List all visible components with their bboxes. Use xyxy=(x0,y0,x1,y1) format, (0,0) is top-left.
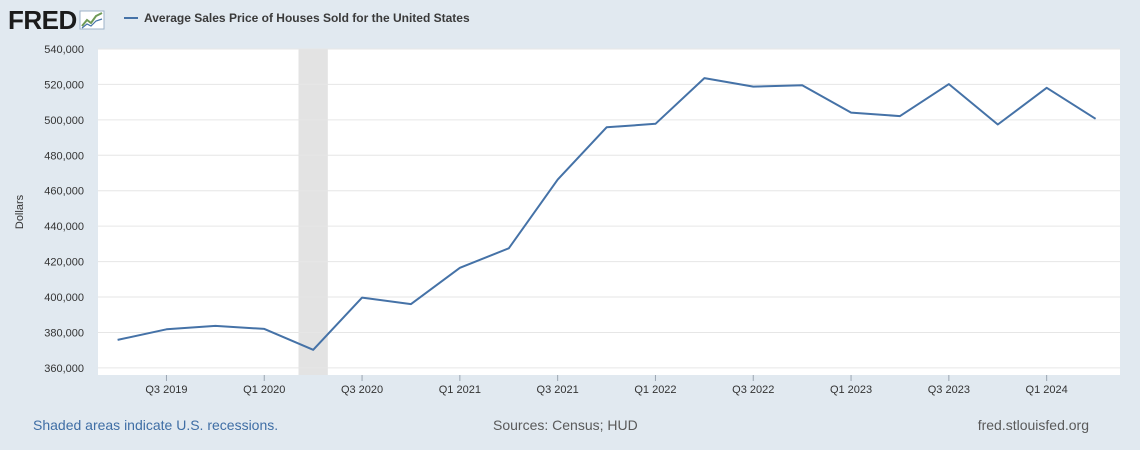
y-axis-label: Dollars xyxy=(14,194,26,229)
y-tick-label: 480,000 xyxy=(44,150,84,162)
data-point[interactable] xyxy=(1092,115,1100,123)
x-tick-label: Q1 2024 xyxy=(1026,384,1068,396)
data-point[interactable] xyxy=(358,294,366,302)
y-tick-label: 360,000 xyxy=(44,363,84,375)
fred-logo[interactable]: FRED xyxy=(8,6,105,34)
data-point[interactable] xyxy=(505,244,513,252)
y-tick-label: 500,000 xyxy=(44,115,84,127)
x-tick-label: Q3 2021 xyxy=(537,384,579,396)
x-tick-label: Q1 2023 xyxy=(830,384,872,396)
site-link[interactable]: fred.stlouisfed.org xyxy=(977,417,1089,433)
data-point[interactable] xyxy=(162,325,170,333)
x-tick-label: Q1 2020 xyxy=(243,384,285,396)
x-tick-label: Q3 2019 xyxy=(145,384,187,396)
legend-label: Average Sales Price of Houses Sold for t… xyxy=(144,11,470,25)
series-layer xyxy=(114,74,1100,354)
chart-canvas: 360,000 380,000 400,000 420,000 440,000 460,0… xyxy=(14,44,1120,396)
legend-swatch xyxy=(124,17,138,19)
y-tick-label: 540,000 xyxy=(44,44,84,56)
data-point[interactable] xyxy=(847,109,855,117)
data-point[interactable] xyxy=(994,120,1002,128)
data-point[interactable] xyxy=(945,80,953,88)
data-point[interactable] xyxy=(554,176,562,184)
data-point[interactable] xyxy=(1043,84,1051,92)
fred-logo-text: FRED xyxy=(8,5,77,35)
y-tick-label: 440,000 xyxy=(44,221,84,233)
y-tick-label: 460,000 xyxy=(44,186,84,198)
recession-band xyxy=(298,49,328,375)
y-tick-label: 420,000 xyxy=(44,257,84,269)
fred-chart-icon xyxy=(79,10,105,30)
data-point[interactable] xyxy=(651,120,659,128)
data-point[interactable] xyxy=(407,300,415,308)
data-point[interactable] xyxy=(211,322,219,330)
sources-text: Sources: Census; HUD xyxy=(493,417,638,433)
x-tick-label: Q3 2023 xyxy=(928,384,970,396)
recession-layer xyxy=(298,49,328,375)
recession-note-link[interactable]: Shaded areas indicate U.S. recessions. xyxy=(33,417,279,433)
data-point[interactable] xyxy=(114,336,122,344)
data-point[interactable] xyxy=(260,325,268,333)
y-tick-label: 520,000 xyxy=(44,79,84,91)
data-point[interactable] xyxy=(896,112,904,120)
y-tick-label: 400,000 xyxy=(44,292,84,304)
data-point[interactable] xyxy=(700,74,708,82)
chart-legend: Average Sales Price of Houses Sold for t… xyxy=(124,11,470,25)
y-axis: 360,000 380,000 400,000 420,000 440,000 460,0… xyxy=(44,44,84,375)
series-line[interactable] xyxy=(117,77,1097,351)
x-tick-label: Q3 2022 xyxy=(732,384,774,396)
data-point[interactable] xyxy=(798,81,806,89)
data-point[interactable] xyxy=(749,83,757,91)
x-tick-label: Q1 2021 xyxy=(439,384,481,396)
x-tick-label: Q1 2022 xyxy=(634,384,676,396)
data-point[interactable] xyxy=(603,123,611,131)
data-point[interactable] xyxy=(456,264,464,272)
x-axis: Q3 2019 Q1 2020 Q3 2020 Q1 2021 Q3 2021 Q1 20… xyxy=(145,375,1068,396)
y-tick-label: 380,000 xyxy=(44,327,84,339)
x-tick-label: Q3 2020 xyxy=(341,384,383,396)
data-point[interactable] xyxy=(309,346,317,354)
plot-area xyxy=(98,49,1120,375)
